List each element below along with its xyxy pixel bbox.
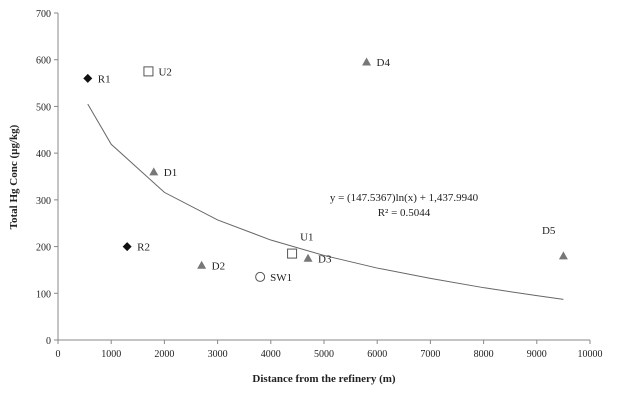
x-tick-label: 7000 [420,349,440,360]
point-label: R2 [137,242,150,254]
equation: y = (147.5367)ln(x) + 1,437.9940 [330,192,479,204]
point-label: U2 [158,66,171,78]
y-axis-title: Total Hg Conc (µg/kg) [8,124,20,229]
y-tick-label: 500 [36,102,51,113]
point [83,73,93,83]
point-label: D1 [164,167,177,179]
x-tick-label: 4000 [261,349,281,360]
y-tick-label: 100 [36,289,51,300]
point [255,271,266,282]
y-tick-label: 700 [36,9,51,20]
point-label: D2 [212,260,225,272]
x-tick-label: 6000 [367,349,387,360]
y-tick-label: 600 [36,56,51,67]
point [362,57,372,66]
point [558,251,568,260]
point-label: D4 [377,57,391,69]
x-tick-label: 0 [56,349,61,360]
x-tick-label: 2000 [154,349,174,360]
point [303,253,313,262]
point-label: R1 [98,73,111,85]
point-label: D5 [542,225,556,237]
point [287,248,298,259]
point-label: SW1 [270,272,292,284]
point-label: U1 [300,232,313,244]
x-tick-label: 5000 [314,349,334,360]
point [197,260,207,269]
y-tick-label: 300 [36,196,51,207]
point [143,66,154,77]
x-tick-label: 9000 [527,349,547,360]
x-tick-label: 8000 [474,349,494,360]
x-tick-label: 3000 [208,349,228,360]
x-tick-label: 10000 [578,349,603,360]
y-tick-label: 0 [46,336,51,347]
x-axis-title: Distance from the refinery (m) [252,373,395,385]
point [122,242,132,252]
r-squared: R² = 0.5044 [378,207,431,219]
x-tick-label: 1000 [101,349,121,360]
y-tick-label: 200 [36,243,51,254]
y-tick-label: 400 [36,149,51,160]
point [149,167,159,176]
point-label: D3 [318,253,332,265]
trend-line [87,103,564,300]
